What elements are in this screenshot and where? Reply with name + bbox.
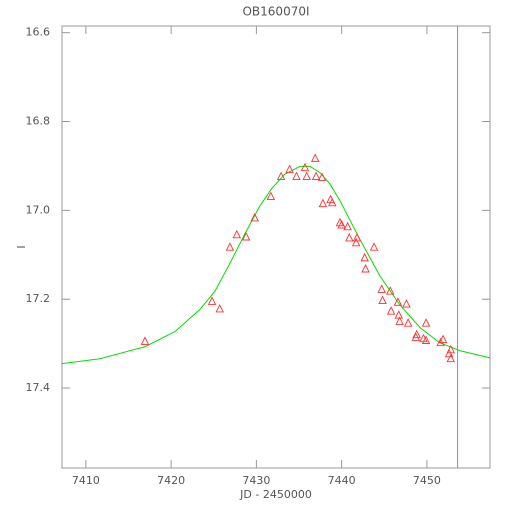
data-point (285, 164, 294, 173)
data-point (361, 263, 370, 273)
y-tick-label: 17.4 (26, 381, 51, 394)
data-point (403, 318, 413, 327)
plot-frame (61, 25, 491, 469)
data-point (311, 171, 321, 181)
model-curve (61, 165, 491, 365)
data-point (378, 295, 387, 304)
data-point (386, 306, 396, 315)
data-point (369, 242, 379, 251)
data-point (343, 221, 352, 231)
data-point (225, 242, 235, 251)
data-point (318, 198, 328, 208)
data-point (232, 229, 242, 239)
data-point (394, 310, 404, 319)
data-point (215, 303, 224, 313)
data-point (393, 297, 403, 306)
x-tick-label: 7450 (413, 474, 441, 487)
y-axis-label: I (15, 245, 28, 248)
data-point (412, 329, 421, 339)
data-point (360, 252, 369, 262)
data-point (421, 318, 431, 327)
x-tick-label: 7430 (242, 474, 270, 487)
data-point (446, 344, 456, 354)
data-point (328, 197, 337, 207)
data-point (241, 231, 251, 241)
data-point (140, 336, 150, 345)
data-point (250, 212, 259, 222)
data-point (402, 299, 411, 308)
data-point (335, 217, 345, 227)
x-axis-label: JD - 2450000 (239, 488, 312, 501)
data-point (377, 284, 386, 293)
x-tick-label: 7420 (157, 474, 185, 487)
data-point (395, 316, 404, 325)
y-tick-label: 17.2 (26, 292, 51, 305)
data-point (446, 353, 456, 363)
y-tick-label: 17.0 (26, 203, 51, 216)
x-tick-label: 7440 (328, 474, 356, 487)
data-point (276, 171, 286, 181)
data-point (207, 296, 217, 305)
data-point (266, 191, 276, 201)
data-point (421, 335, 431, 344)
data-point (444, 348, 454, 358)
y-tick-label: 16.8 (26, 115, 51, 128)
data-point (302, 171, 311, 181)
chart-title: OB160070I (242, 5, 309, 19)
data-point (438, 334, 448, 344)
data-point (386, 286, 395, 295)
x-tick-label: 7410 (72, 474, 100, 487)
data-point (351, 237, 361, 247)
data-point (317, 172, 327, 181)
data-point (345, 232, 354, 242)
y-tick-label: 16.6 (26, 26, 51, 39)
data-point (337, 220, 346, 229)
data-point (300, 162, 310, 172)
data-point (292, 171, 301, 181)
data-point (352, 232, 362, 242)
data-point (310, 153, 320, 162)
